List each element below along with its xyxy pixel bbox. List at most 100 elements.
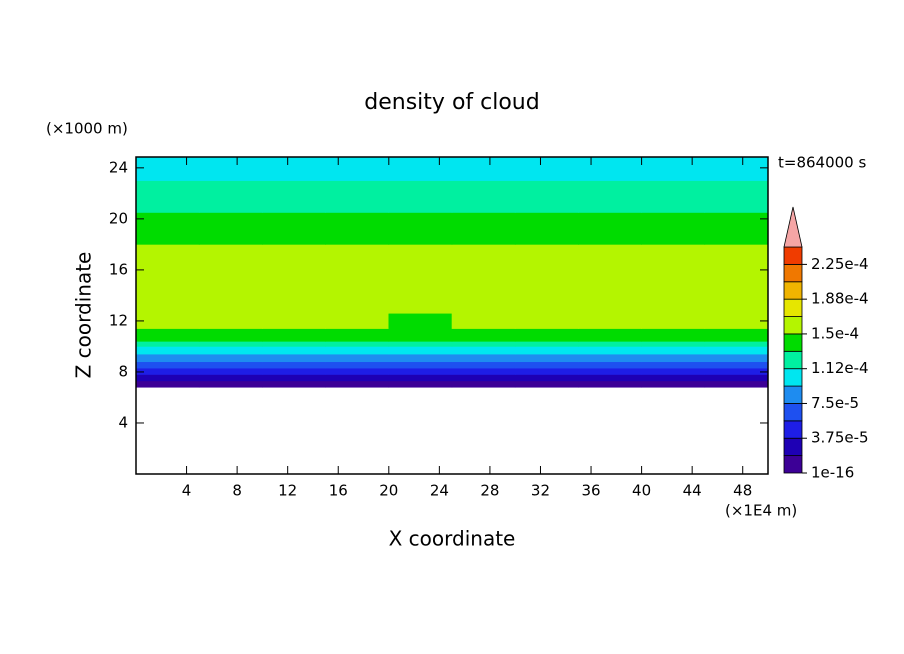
time-label: t=864000 s <box>778 154 866 172</box>
y-tick-label: 16 <box>109 260 128 278</box>
contour-cell <box>262 341 326 347</box>
contour-cell <box>262 244 326 260</box>
contour-cell <box>451 380 516 388</box>
x-tick-label: 24 <box>430 482 449 500</box>
contour-cell <box>514 244 579 260</box>
contour-cell <box>514 328 579 342</box>
contour-cell <box>578 353 642 363</box>
contour-cell <box>578 380 642 388</box>
contour-cell <box>325 367 390 375</box>
contour-cell <box>135 156 200 181</box>
contour-cell <box>704 244 769 260</box>
contour-cell <box>325 380 390 388</box>
colorbar-box <box>783 333 803 352</box>
contour-cell <box>325 361 390 369</box>
contour-cell <box>578 195 642 213</box>
contour-cell <box>198 353 263 363</box>
x-tick-label: 40 <box>632 482 651 500</box>
contour-cell <box>135 374 200 382</box>
colorbar-box <box>783 420 803 439</box>
colorbar-box <box>783 298 803 317</box>
colorbar-box <box>783 455 803 474</box>
contour-cell <box>388 212 453 245</box>
contour-cell <box>578 367 642 375</box>
contour-cell <box>135 328 200 342</box>
contour-cell <box>641 353 706 363</box>
contour-cell <box>514 180 579 197</box>
contour-cell <box>262 312 326 329</box>
contour-cell <box>704 195 769 213</box>
contour-cell <box>135 195 200 213</box>
contour-cell <box>641 312 706 329</box>
colorbar-box <box>783 246 803 265</box>
contour-cell <box>198 367 263 375</box>
colorbar-tick-label: 7.5e-5 <box>811 394 859 412</box>
contour-cell <box>514 353 579 363</box>
contour-cell <box>641 361 706 369</box>
contour-cell <box>641 374 706 382</box>
contour-cell <box>578 346 642 355</box>
contour-cell <box>198 341 263 347</box>
contour-cell <box>262 180 326 197</box>
contour-cell <box>388 259 453 314</box>
contour-cell <box>388 195 453 213</box>
contour-cell <box>198 195 263 213</box>
contour-cell <box>578 156 642 181</box>
field <box>135 156 769 388</box>
contour-cell <box>578 212 642 245</box>
contour-cell <box>388 156 453 181</box>
contour-cell <box>641 212 706 245</box>
contour-cell <box>135 259 200 314</box>
x-unit: (×1E4 m) <box>725 502 797 520</box>
contour-cell <box>451 346 516 355</box>
contour-cell <box>578 361 642 369</box>
x-tick-label: 16 <box>329 482 348 500</box>
contour-cell <box>388 367 453 375</box>
contour-cell <box>514 259 579 314</box>
contour-cell <box>262 328 326 342</box>
contour-cell <box>198 328 263 342</box>
contour-cell <box>198 244 263 260</box>
contour-cell <box>578 180 642 197</box>
y-tick-label: 8 <box>118 362 128 380</box>
contour-cell <box>325 353 390 363</box>
contour-cell <box>388 361 453 369</box>
contour-cell <box>198 180 263 197</box>
contour-cell <box>325 195 390 213</box>
contour-cell <box>262 259 326 314</box>
contour-cell <box>325 212 390 245</box>
contour-cell <box>704 156 769 181</box>
contour-cell <box>262 380 326 388</box>
colorbar-tick-label: 1.5e-4 <box>811 324 859 342</box>
contour-cell <box>704 353 769 363</box>
contour-cell <box>135 353 200 363</box>
contour-cell <box>262 195 326 213</box>
x-tick-label: 36 <box>581 482 600 500</box>
contour-cell <box>388 328 453 342</box>
colorbar-box <box>783 385 803 404</box>
contour-cell <box>451 341 516 347</box>
y-tick-label: 20 <box>109 209 128 227</box>
contour-cell <box>198 380 263 388</box>
y-tick-label: 12 <box>109 311 128 329</box>
contour-cell <box>388 380 453 388</box>
contour-cell <box>325 328 390 342</box>
contour-cell <box>451 180 516 197</box>
contour-cell <box>262 361 326 369</box>
colorbar-box <box>783 368 803 387</box>
contour-cell <box>325 180 390 197</box>
contour-cell <box>641 341 706 347</box>
contour-cell <box>325 259 390 314</box>
contour-cell <box>325 156 390 181</box>
contour-cell <box>451 353 516 363</box>
contour-cell <box>641 244 706 260</box>
y-tick-label: 24 <box>109 158 128 176</box>
contour-cell <box>704 361 769 369</box>
plot-frame <box>135 156 769 475</box>
chart-title: density of cloud <box>364 90 539 115</box>
contour-cell <box>388 374 453 382</box>
contour-cell <box>514 374 579 382</box>
contour-cell <box>704 312 769 329</box>
contour-cell <box>388 346 453 355</box>
